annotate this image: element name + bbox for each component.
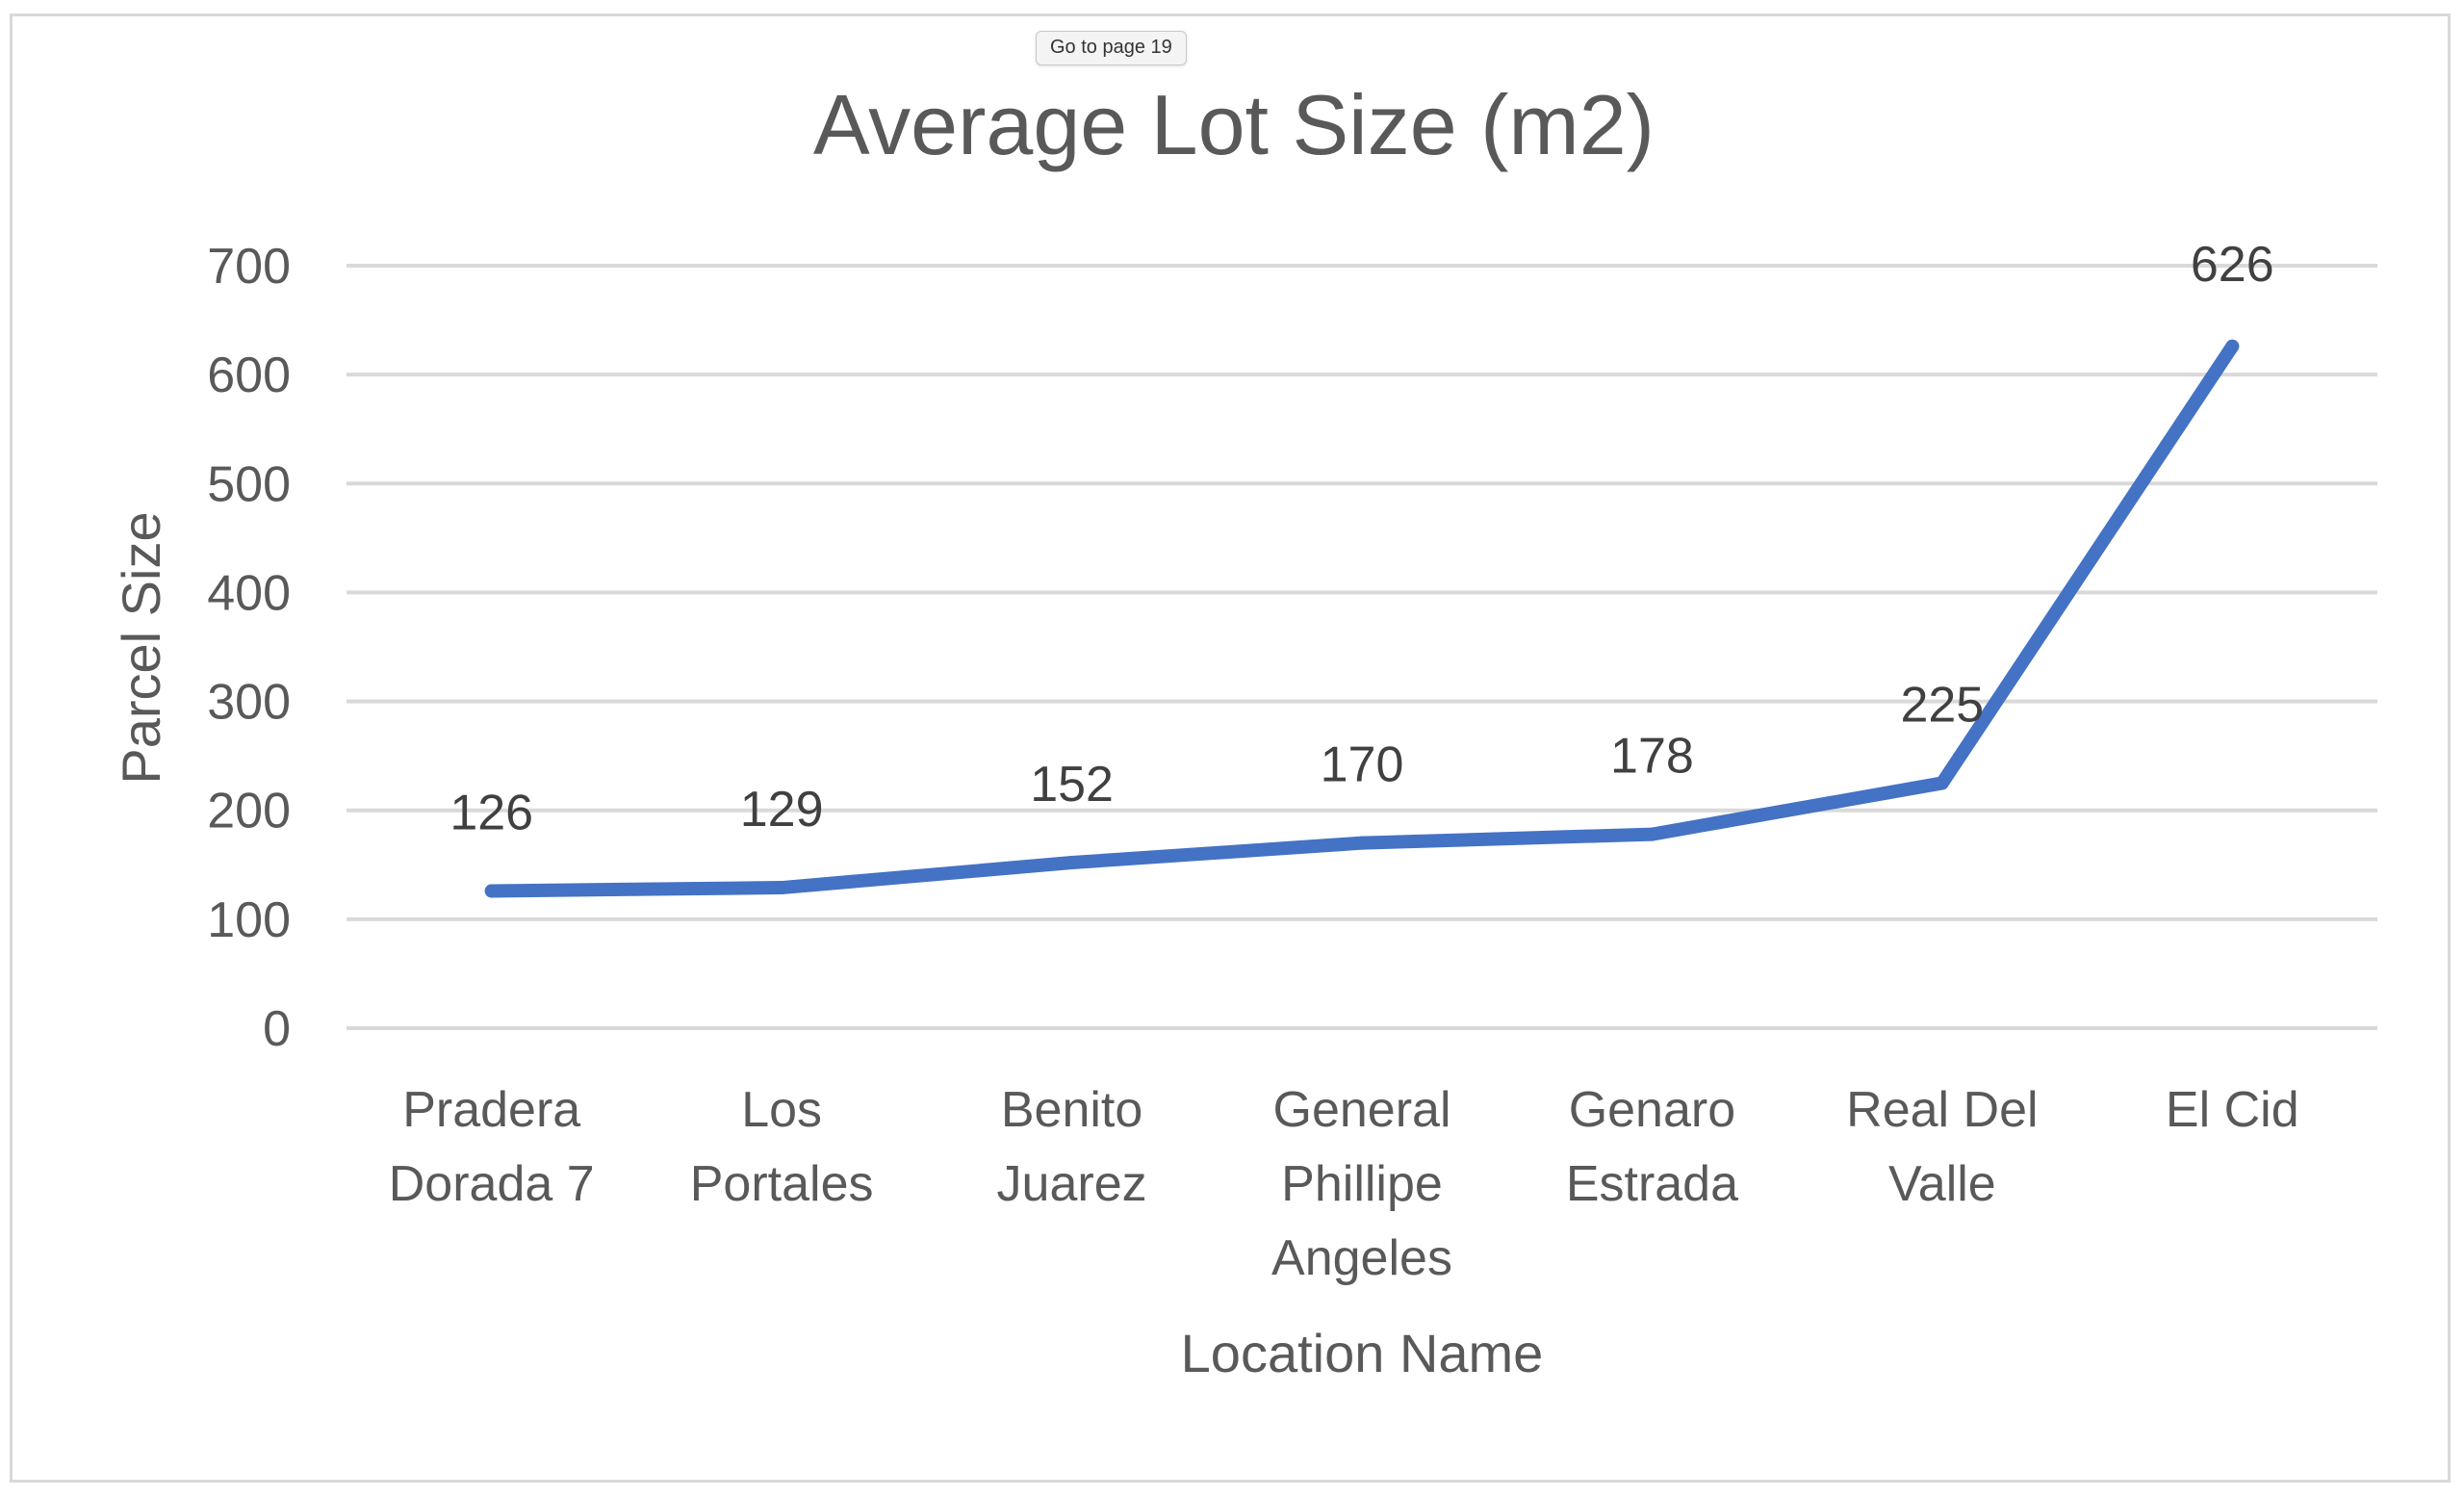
data-label: 126 [449,785,533,840]
y-axis-tick-labels: 0 100 200 300 400 500 600 700 [207,239,291,1057]
data-point [484,884,499,898]
x-category-label-line: Dorada 7 [389,1156,595,1212]
x-category-label-line: Estrada [1566,1156,1738,1212]
x-category-label-line: Portales [690,1156,874,1212]
data-labels: 126 129 152 170 178 225 626 [449,237,2273,840]
x-category-label: Real Del Valle [1846,1082,2038,1212]
x-category-label-line: Los [741,1082,822,1138]
go-to-page-tooltip: Go to page 19 [1036,31,1187,65]
x-axis-category-labels: Pradera Dorada 7 Los Portales Benito Juarez Ge… [389,1082,2299,1286]
data-point [775,881,789,895]
data-label: 152 [1030,757,1114,813]
x-category-label-line: Juarez [997,1156,1147,1212]
data-point [1645,827,1659,841]
data-point [2225,339,2240,353]
x-category-label-line: Real Del [1846,1082,2038,1138]
data-label: 170 [1321,737,1404,793]
x-category-label-line: Benito [1001,1082,1142,1138]
chart-title: Average Lot Size (m2) [813,77,1655,172]
gridlines [346,264,2377,1030]
x-category-label: Benito Juarez [997,1082,1147,1212]
data-point [1935,776,1949,790]
x-axis-title: Location Name [1181,1323,1544,1383]
x-category-label-line: Genaro [1569,1082,1735,1138]
series-line-group [484,339,2240,898]
y-tick-label: 200 [207,784,291,839]
y-tick-label: 500 [207,456,291,512]
data-label: 178 [1610,729,1694,785]
x-category-label: Genaro Estrada [1566,1082,1738,1212]
y-tick-label: 0 [263,1001,291,1057]
y-tick-label: 300 [207,675,291,731]
x-category-label: General Phillipe Angeles [1271,1082,1452,1286]
x-category-label-line: Pradera [402,1082,580,1138]
x-category-label-line: El Cid [2166,1082,2299,1138]
data-point [1355,836,1369,850]
x-category-label-line: General [1273,1082,1451,1138]
x-category-label: Los Portales [690,1082,874,1212]
data-label: 129 [740,782,824,838]
y-tick-label: 700 [207,239,291,295]
chart-frame [10,13,2451,1483]
y-tick-label: 100 [207,892,291,948]
data-label: 225 [1900,677,1984,733]
y-tick-label: 400 [207,565,291,621]
x-category-label-line: Phillipe [1281,1156,1443,1212]
x-category-label: Pradera Dorada 7 [389,1082,595,1212]
x-category-label: El Cid [2166,1082,2299,1138]
data-label: 626 [2191,237,2274,293]
y-axis-title: Parcel Size [111,511,171,784]
y-tick-label: 600 [207,348,291,403]
x-category-label-line: Valle [1888,1156,1996,1212]
x-category-label-line: Angeles [1271,1230,1452,1286]
data-point [1065,856,1079,870]
